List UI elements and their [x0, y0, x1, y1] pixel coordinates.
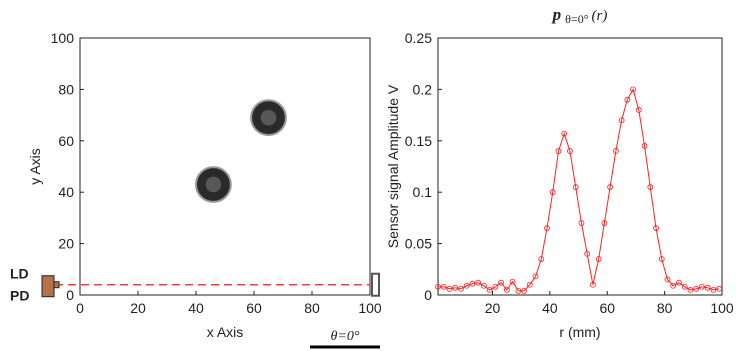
x-tick-label: 0 — [76, 300, 84, 316]
data-point — [561, 130, 568, 137]
angle-label: θ=0° — [331, 329, 360, 344]
y-tick-label: 60 — [58, 133, 74, 149]
data-point — [653, 225, 659, 232]
detector — [371, 272, 380, 297]
data-point — [681, 283, 688, 290]
data-point — [458, 285, 464, 292]
data-point — [515, 287, 522, 294]
data-point — [567, 148, 573, 154]
y-tick-label: 100 — [51, 30, 75, 46]
source-label: LD — [10, 266, 29, 282]
x-tick-label: 80 — [657, 300, 673, 316]
data-point — [446, 285, 453, 292]
data-point — [498, 279, 505, 286]
plot-frame — [79, 37, 371, 296]
data-point — [699, 283, 705, 290]
data-point — [595, 256, 602, 262]
data-point — [670, 282, 677, 289]
plot-frame — [437, 37, 723, 296]
x-tick-label: 20 — [485, 300, 501, 316]
data-point — [647, 184, 654, 190]
data-point — [641, 143, 648, 149]
laser-tip — [53, 281, 60, 289]
data-point — [549, 189, 556, 196]
data-point — [693, 285, 700, 292]
data-point — [590, 281, 596, 288]
data-point — [555, 148, 562, 154]
data-point — [475, 279, 482, 286]
data-point — [440, 283, 447, 290]
data-point — [607, 184, 614, 190]
data-point — [435, 283, 441, 290]
x-axis-label: r (mm) — [559, 324, 600, 340]
source-label: PD — [10, 288, 29, 304]
series-line — [438, 88, 720, 292]
data-point — [452, 284, 459, 291]
data-point — [584, 250, 591, 257]
data-point — [687, 286, 694, 293]
data-point — [486, 286, 493, 293]
data-point — [710, 286, 717, 293]
y-tick-label: 0.15 — [405, 133, 432, 149]
y-tick-label: 0.1 — [413, 184, 433, 200]
data-point — [601, 220, 608, 226]
x-tick-label: 40 — [542, 300, 558, 316]
title-subscript: θ=0° — [565, 12, 589, 26]
data-point — [676, 279, 682, 286]
data-point — [532, 273, 539, 280]
x-tick-label: 100 — [710, 300, 734, 316]
title-argument: (r) — [592, 8, 608, 24]
data-point — [526, 281, 533, 288]
x-tick-label: 60 — [246, 300, 262, 316]
y-tick-label: 0 — [66, 287, 74, 303]
x-tick-label: 40 — [188, 300, 204, 316]
data-point — [612, 148, 619, 154]
object-core — [205, 176, 222, 193]
y-tick-label: 80 — [58, 81, 74, 97]
data-point — [658, 256, 665, 262]
chart-title: p θ=0° (r) — [551, 5, 608, 26]
x-tick-label: 20 — [130, 300, 146, 316]
data-point — [716, 285, 723, 292]
x-tick-label: 100 — [358, 300, 382, 316]
y-tick-label: 0.25 — [405, 30, 432, 46]
title-symbol: p — [551, 5, 562, 24]
data-point — [509, 278, 516, 285]
data-point — [704, 284, 711, 291]
data-point — [630, 86, 636, 93]
data-point — [578, 220, 585, 226]
data-point — [664, 276, 671, 283]
data-point — [463, 282, 470, 289]
y-axis-label: y Axis — [27, 148, 43, 185]
x-axis-label: x Axis — [207, 324, 244, 340]
laser-diode — [41, 275, 55, 298]
data-point — [521, 287, 527, 294]
y-tick-label: 20 — [58, 236, 74, 252]
data-point — [538, 256, 545, 262]
x-tick-label: 60 — [599, 300, 615, 316]
object-core — [260, 109, 277, 126]
data-point — [624, 96, 631, 103]
y-tick-label: 0 — [424, 287, 432, 303]
data-point — [503, 286, 510, 293]
data-point — [544, 225, 550, 232]
y-tick-label: 40 — [58, 184, 74, 200]
y-tick-label: 0.2 — [413, 81, 433, 97]
x-tick-label: 80 — [304, 300, 320, 316]
y-axis-label: Sensor signal Amplitude V — [385, 84, 401, 248]
data-point — [635, 107, 642, 113]
data-point — [492, 283, 499, 290]
data-point — [480, 282, 487, 289]
data-point — [469, 280, 476, 287]
y-tick-label: 0.05 — [405, 236, 432, 252]
data-point — [572, 184, 579, 190]
data-point — [618, 117, 625, 124]
